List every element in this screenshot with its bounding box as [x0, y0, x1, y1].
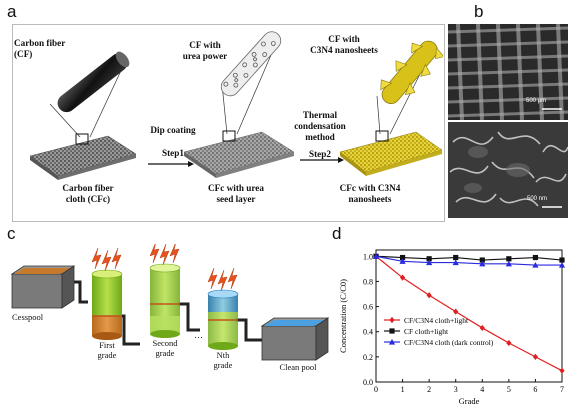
clean-pool-label: Clean pool: [279, 362, 317, 372]
data-point: [452, 259, 459, 266]
scale-bar-top-label: 500 μm: [526, 98, 547, 104]
second-grade-tank: [149, 263, 181, 338]
cf-urea-label: CF with urea power: [182, 40, 228, 61]
data-point: [479, 257, 485, 263]
series-group: [372, 253, 566, 268]
data-point: [532, 254, 539, 261]
cf-c3n4-label: CF with C3N4 nanosheets: [310, 34, 378, 55]
data-point: [532, 353, 539, 360]
ellipsis-dots: ⋯: [194, 332, 203, 342]
data-point: [426, 256, 432, 262]
sem-image-bottom: [448, 122, 568, 218]
data-point: [558, 261, 566, 268]
y-tick-label: 0.4: [363, 328, 373, 337]
c3n4-coated-rod: [375, 40, 443, 142]
panel-a-letter: a: [7, 2, 17, 21]
cesspool-label: Cesspool: [12, 312, 44, 322]
data-point: [505, 260, 512, 267]
y-axis-label: Concentration (C/C0): [338, 279, 348, 353]
y-tick-label: 0.2: [363, 353, 373, 362]
lightning-icon: [149, 244, 180, 266]
legend-marker: [388, 338, 396, 345]
panel-c-letter: c: [7, 224, 16, 243]
panel-c-illustration: ⋯: [10, 244, 330, 361]
series-group: [373, 253, 565, 374]
x-axis-label: Grade: [459, 396, 480, 406]
sem-image-top: [448, 24, 568, 120]
second-grade-label: Second grade: [152, 338, 178, 358]
legend-label: CF cloth+light: [404, 327, 449, 336]
x-tick-label: 0: [374, 385, 378, 394]
x-tick-label: 2: [427, 385, 431, 394]
y-tick-label: 1.0: [363, 252, 373, 261]
step1-arrow: [148, 161, 194, 167]
cesspool-tank: [10, 265, 76, 309]
cf-label: Carbon fiber (CF): [14, 38, 66, 59]
x-tick-label: 3: [454, 385, 458, 394]
data-point: [479, 260, 486, 267]
panel-a-illustration: [29, 31, 443, 180]
cfc-urea-label: CFc with urea seed layer: [208, 183, 264, 204]
data-point: [506, 339, 512, 347]
step2-label: Thermal condensation method Step2: [294, 110, 346, 159]
data-point: [479, 324, 485, 332]
first-grade-label: First grade: [97, 340, 117, 360]
data-point: [559, 367, 565, 374]
legend-marker: [389, 328, 395, 334]
data-point: [399, 258, 406, 264]
x-tick-label: 1: [401, 385, 405, 394]
nth-grade-label: Nth grade: [213, 350, 233, 370]
series-line: [375, 255, 562, 266]
data-point: [426, 259, 433, 266]
data-point: [372, 253, 380, 259]
cfc-urea-cloth: [183, 131, 295, 178]
step2-arrow: [300, 157, 344, 163]
y-tick-label: 0.8: [363, 277, 373, 286]
scale-bar-bottom-label: 500 nm: [527, 196, 548, 202]
series-line: [375, 255, 563, 261]
lightning-icon: [91, 247, 122, 272]
y-tick-label: 0.0: [363, 378, 373, 387]
panel-a-frame: [12, 24, 445, 222]
data-point: [532, 261, 539, 268]
step1-label: Dip coating Step1: [150, 125, 196, 158]
cfc-label: Carbon fiber cloth (CFc): [62, 183, 114, 204]
x-tick-label: 6: [533, 385, 537, 394]
lightning-icon: [207, 267, 238, 292]
cfc-c3n4-label: CFc with C3N4 nanosheets: [339, 183, 401, 204]
nth-grade-tank: [207, 289, 239, 350]
carbon-fiber-rod: [49, 51, 130, 145]
data-point: [559, 257, 565, 263]
first-grade-tank: [91, 269, 123, 340]
series-line: [375, 255, 563, 372]
y-tick-label: 0.6: [363, 303, 373, 312]
x-tick-label: 4: [480, 385, 484, 394]
data-point: [426, 292, 432, 299]
data-point: [453, 308, 459, 315]
panel-b-letter: b: [474, 2, 484, 21]
clean-pool-tank: [260, 317, 330, 361]
cfc-c3n4-cloth: [339, 131, 443, 176]
legend-label: CF/C3N4 cloth (dark control): [404, 338, 494, 347]
x-tick-label: 5: [507, 385, 511, 394]
data-point: [453, 254, 459, 261]
cfc-cloth-1: [29, 135, 137, 180]
urea-coated-rod: [220, 31, 282, 142]
data-point: [506, 256, 512, 262]
legend-marker: [389, 316, 395, 324]
panel-d-letter: d: [332, 224, 342, 243]
legend-label: CF/C3N4 cloth+light: [404, 316, 469, 325]
plot-frame: [375, 249, 563, 383]
x-tick-label: 7: [560, 385, 564, 394]
data-point: [399, 254, 406, 261]
concentration-chart: 0 1 2 3 4 5 6 7 0.0 0.2 0.4 0.6 0.8 1.0 Grade Concentra…: [338, 249, 566, 406]
